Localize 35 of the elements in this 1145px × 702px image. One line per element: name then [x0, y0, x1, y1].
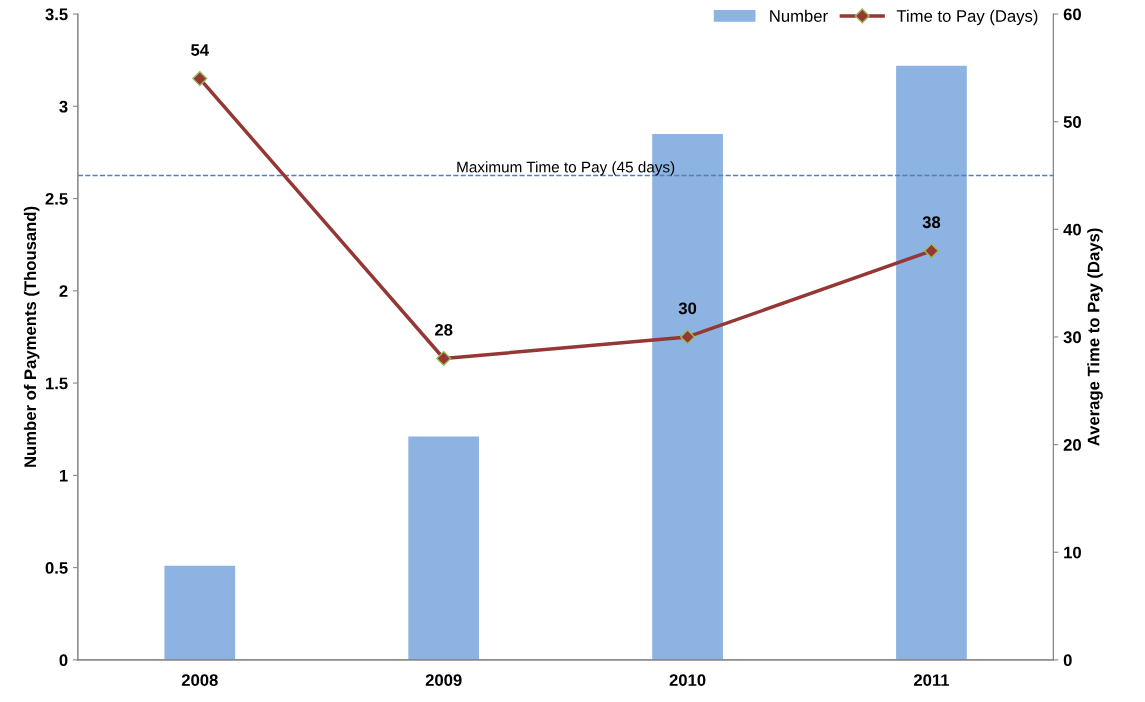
- y-tick-label: 3: [59, 100, 68, 113]
- y2-tick-label: 30: [1063, 331, 1081, 344]
- data-label: 28: [435, 323, 453, 336]
- y-tick-label: 0: [59, 654, 68, 667]
- y2-tick-label: 60: [1063, 8, 1081, 21]
- x-tick-label: 2008: [181, 674, 218, 687]
- y-tick-label: 0.5: [45, 562, 68, 574]
- bar: [408, 436, 480, 660]
- point: [680, 329, 696, 345]
- data-label: 54: [191, 44, 209, 56]
- y-tick-label: 2: [59, 285, 68, 297]
- legend-label: Number: [770, 9, 828, 22]
- y-axis-title: Number of Payments (Thousand): [23, 206, 40, 467]
- bar: [896, 65, 967, 660]
- y2-tick-label: 50: [1063, 116, 1081, 128]
- y2-tick-label: 20: [1063, 439, 1081, 451]
- x-tick-label: 2011: [913, 674, 950, 687]
- legend-label: Time to Pay (Days): [896, 9, 1038, 26]
- point: [192, 71, 208, 87]
- y2-tick-label: 10: [1064, 546, 1081, 559]
- x-tick-label: 2009: [425, 674, 462, 687]
- y-tick-label: 1.5: [46, 377, 68, 390]
- y-tick-label: 1: [59, 469, 68, 482]
- y2-tick-label: 0: [1063, 654, 1072, 667]
- y2-tick-label: 40: [1063, 223, 1081, 236]
- data-label: 30: [678, 302, 697, 315]
- point: [923, 243, 940, 259]
- y-tick-label: 2.5: [45, 192, 68, 205]
- y2-axis-title: Average Time to Pay (Days): [1087, 228, 1103, 446]
- bar: [164, 565, 236, 660]
- point: [436, 350, 452, 367]
- data-label: 38: [922, 216, 941, 229]
- y-tick-label: 3.5: [45, 8, 68, 21]
- ref-line-label: Maximum Time to Pay (45 days): [457, 161, 675, 176]
- x-tick-label: 2010: [669, 674, 706, 687]
